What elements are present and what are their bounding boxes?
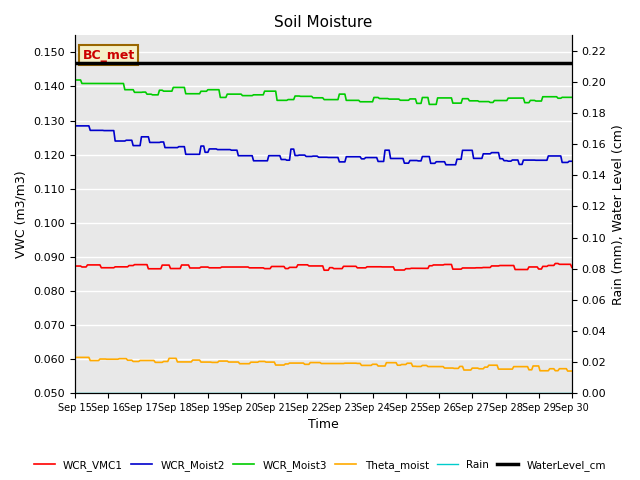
WCR_VMC1 [244,264,252,270]
WaterLevel_cm [132,60,140,65]
WCR_VMC1 [568,264,576,270]
Line: WCR_VMC1: WCR_VMC1 [75,264,572,270]
WCR_Moist3 [568,95,576,100]
Title: Soil Moisture: Soil Moisture [275,15,372,30]
WCR_Moist2 [71,123,79,129]
WCR_Moist2 [132,143,140,148]
WCR_VMC1 [236,264,244,270]
Rain [568,390,576,396]
Theta_moist [540,368,548,373]
WCR_VMC1 [289,264,296,270]
WCR_Moist3 [220,95,227,100]
Theta_moist [289,360,296,366]
Rain [71,390,79,396]
WCR_Moist3 [244,93,252,98]
Legend: WCR_VMC1, WCR_Moist2, WCR_Moist3, Theta_moist, Rain, WaterLevel_cm: WCR_VMC1, WCR_Moist2, WCR_Moist3, Theta_… [29,456,611,475]
WCR_VMC1 [220,264,227,270]
Rain [289,390,296,396]
WCR_Moist3 [289,96,296,102]
WaterLevel_cm [220,60,227,65]
WCR_Moist2 [541,157,549,163]
WCR_Moist3 [541,94,549,100]
WCR_Moist2 [568,158,576,164]
Rain [540,390,548,396]
WCR_Moist2 [220,147,227,153]
Rain [132,390,140,396]
Rain [236,390,244,396]
Line: Theta_moist: Theta_moist [75,358,572,371]
Theta_moist [568,368,576,374]
Theta_moist [71,355,79,360]
Text: BC_met: BC_met [83,48,135,61]
WCR_Moist2 [244,153,252,158]
WaterLevel_cm [568,60,576,65]
Theta_moist [564,368,572,374]
WCR_Moist3 [71,77,79,83]
WaterLevel_cm [540,60,548,65]
X-axis label: Time: Time [308,419,339,432]
Rain [244,390,252,396]
WCR_Moist3 [132,89,140,95]
Line: WCR_Moist3: WCR_Moist3 [75,80,572,104]
Y-axis label: VWC (m3/m3): VWC (m3/m3) [15,170,28,258]
WCR_Moist3 [426,101,433,107]
Rain [220,390,227,396]
Line: WCR_Moist2: WCR_Moist2 [75,126,572,165]
WaterLevel_cm [244,60,252,65]
Y-axis label: Rain (mm), Water Level (cm): Rain (mm), Water Level (cm) [612,124,625,305]
WCR_Moist2 [289,146,296,152]
WCR_Moist3 [236,91,244,97]
Theta_moist [132,359,140,364]
WaterLevel_cm [289,60,296,65]
WaterLevel_cm [236,60,244,65]
WCR_VMC1 [552,261,559,266]
WCR_Moist2 [442,162,450,168]
WCR_VMC1 [71,263,79,269]
WCR_Moist2 [236,153,244,158]
WCR_VMC1 [132,262,140,267]
WCR_VMC1 [320,267,328,273]
WaterLevel_cm [71,60,79,65]
Theta_moist [220,358,227,364]
Theta_moist [244,361,252,367]
Theta_moist [236,361,244,367]
WCR_VMC1 [541,264,549,269]
